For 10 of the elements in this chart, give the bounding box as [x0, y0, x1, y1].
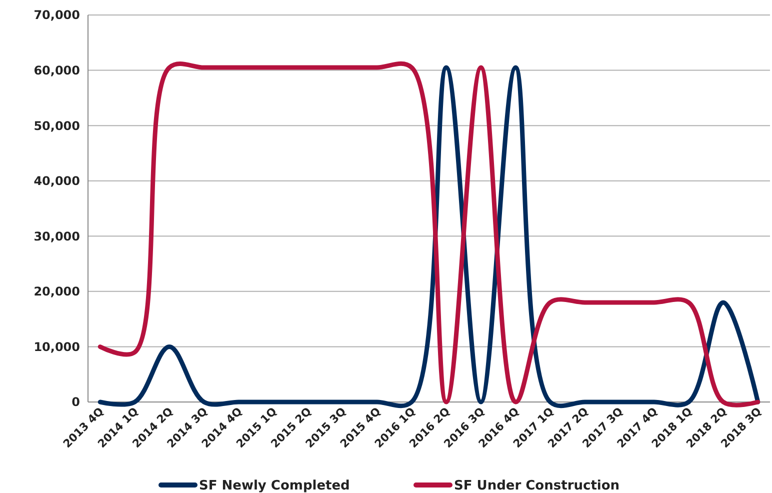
y-tick-label: 30,000: [34, 229, 80, 244]
y-tick-label: 40,000: [34, 174, 80, 188]
y-tick-label: 60,000: [34, 63, 80, 78]
y-tick-label: 10,000: [34, 340, 80, 354]
y-tick-label: 50,000: [34, 118, 80, 133]
legend-label: SF Newly Completed: [199, 478, 350, 493]
legend-label: SF Under Construction: [454, 478, 620, 493]
y-tick-label: 20,000: [34, 284, 80, 299]
y-tick-label: 0: [72, 395, 80, 410]
y-tick-label: 70,000: [34, 8, 80, 22]
